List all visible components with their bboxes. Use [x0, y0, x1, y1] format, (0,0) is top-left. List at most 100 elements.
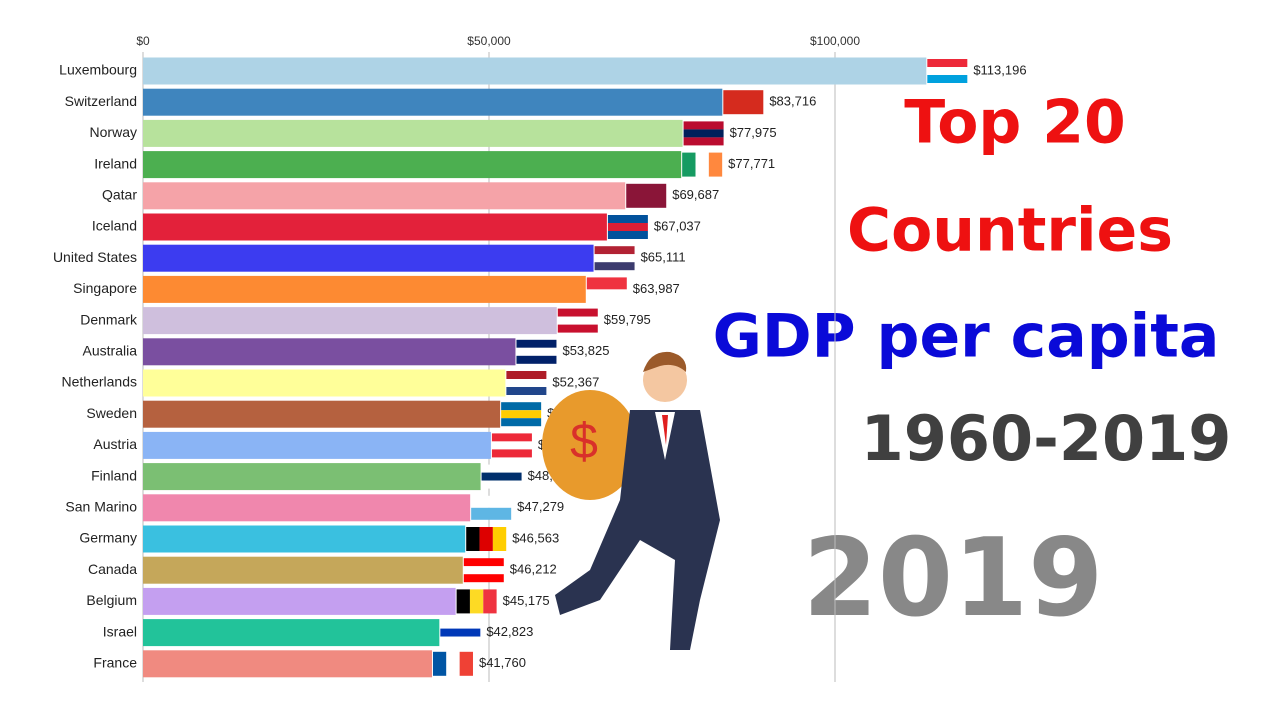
- flag-stripe: [683, 137, 724, 146]
- flag-stripe: [492, 527, 507, 551]
- y-tick-label: Qatar: [102, 187, 137, 203]
- value-label: $41,760: [479, 655, 526, 670]
- flag-stripe: [594, 246, 635, 255]
- bar: [143, 525, 466, 553]
- flag-stripe: [723, 90, 764, 115]
- flag-stripe: [481, 480, 522, 489]
- flag-stripe: [491, 449, 532, 458]
- y-tick-label: Iceland: [92, 218, 137, 234]
- flag-stripe: [683, 129, 724, 138]
- flag-stripe: [466, 527, 480, 551]
- flag-stripe: [491, 441, 532, 450]
- y-tick-label: Switzerland: [65, 93, 137, 109]
- flag-stripe: [927, 75, 968, 83]
- value-label: $113,196: [973, 62, 1026, 77]
- value-label: $77,771: [728, 156, 775, 171]
- value-label: $65,111: [641, 250, 686, 265]
- title-line: Countries: [847, 196, 1173, 266]
- y-tick-label: Austria: [93, 436, 137, 452]
- money-bag: [542, 390, 638, 500]
- value-label: $77,975: [730, 125, 777, 140]
- x-tick-label: $50,000: [467, 34, 511, 48]
- flag-stripe: [557, 308, 598, 317]
- bar: [143, 57, 927, 85]
- flag-stripe: [607, 223, 648, 231]
- flag-stripe: [501, 418, 542, 427]
- bar: [143, 338, 516, 366]
- bar: [143, 119, 683, 147]
- value-label: $83,716: [769, 94, 816, 109]
- title-line: 1960-2019: [861, 402, 1232, 475]
- value-label: $63,987: [633, 281, 680, 296]
- y-tick-label: France: [93, 655, 137, 671]
- bar: [143, 244, 594, 272]
- value-label: $69,687: [672, 187, 719, 202]
- x-tick-label: $0: [136, 34, 150, 48]
- flag-stripe: [506, 387, 547, 395]
- y-tick-label: San Marino: [65, 499, 137, 515]
- flag-stripe: [594, 254, 635, 263]
- y-tick-label: Sweden: [86, 405, 137, 421]
- flag-stripe: [586, 289, 627, 302]
- flag-stripe: [927, 67, 968, 75]
- bar: [143, 307, 557, 335]
- suit: [555, 410, 720, 650]
- flag-stripe: [491, 433, 532, 442]
- y-tick-label: Germany: [79, 530, 137, 546]
- title-line: Top 20: [904, 88, 1126, 158]
- value-label: $47,279: [517, 499, 564, 514]
- flag-stripe: [469, 589, 484, 614]
- value-label: $67,037: [654, 218, 701, 233]
- value-label: $53,825: [562, 343, 609, 358]
- y-tick-label: Ireland: [94, 155, 137, 171]
- flag-stripe: [471, 495, 512, 508]
- flag-stripe: [440, 620, 481, 629]
- hair: [643, 351, 687, 372]
- flag-stripe: [557, 324, 598, 333]
- flag-stripe: [481, 472, 522, 481]
- y-tick-label: Netherlands: [62, 374, 138, 390]
- flag-stripe: [927, 59, 968, 67]
- flag-stripe: [459, 651, 473, 676]
- y-tick-label: Canada: [88, 561, 137, 577]
- y-tick-label: Finland: [91, 467, 137, 483]
- flag-stripe: [516, 339, 557, 348]
- flag-stripe: [483, 589, 497, 614]
- bag-symbol: $: [570, 413, 598, 469]
- value-label: $59,795: [604, 312, 651, 327]
- bar: [143, 650, 432, 678]
- flag-stripe: [446, 651, 460, 676]
- flag-stripe: [506, 379, 547, 387]
- value-label: $42,823: [486, 624, 533, 639]
- y-tick-label: Israel: [103, 623, 137, 639]
- flag-stripe: [683, 121, 724, 130]
- value-label: $52,367: [552, 374, 599, 389]
- bar: [143, 275, 586, 303]
- bar: [143, 556, 463, 584]
- flag-stripe: [607, 215, 648, 223]
- y-tick-label: Luxembourg: [59, 62, 137, 78]
- x-tick-label: $100,000: [810, 34, 860, 48]
- flag-stripe: [516, 355, 557, 364]
- year-label: 2019: [803, 516, 1104, 641]
- flag-stripe: [682, 152, 696, 177]
- bar: [143, 587, 456, 615]
- flag-stripe: [432, 651, 447, 676]
- y-tick-label: Denmark: [80, 311, 138, 327]
- flag-stripe: [607, 231, 648, 239]
- flag-stripe: [506, 371, 547, 379]
- flag-stripe: [440, 628, 481, 637]
- flag-stripe: [586, 277, 627, 290]
- y-tick-label: United States: [53, 249, 137, 265]
- y-tick-label: Norway: [90, 124, 137, 140]
- flag-stripe: [463, 558, 504, 567]
- bar: [143, 494, 471, 522]
- bar: [143, 431, 491, 459]
- flag-stripe: [481, 464, 522, 473]
- flag-stripe: [479, 527, 493, 551]
- bar: [143, 369, 506, 397]
- tie: [662, 415, 668, 445]
- head: [643, 358, 687, 402]
- bar: [143, 88, 723, 116]
- flag-stripe: [456, 589, 470, 614]
